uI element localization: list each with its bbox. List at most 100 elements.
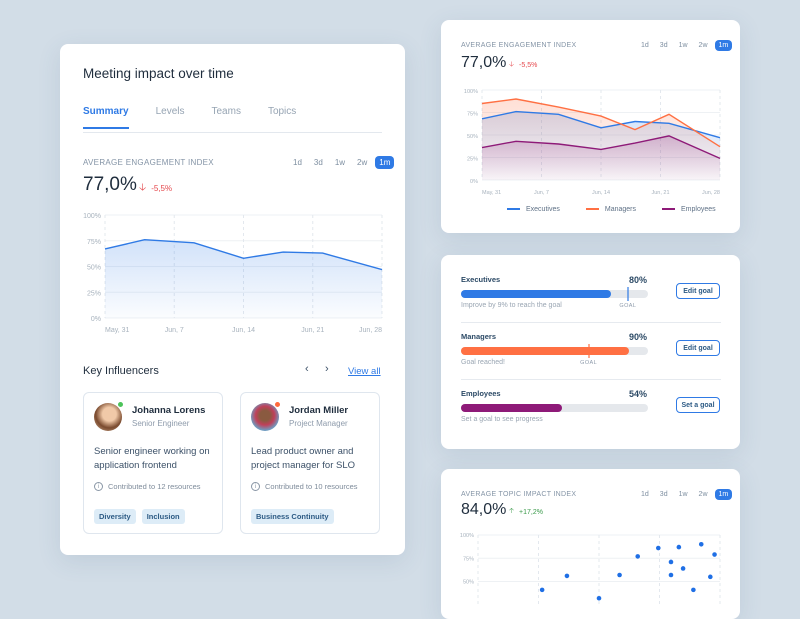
delta-value: -5,5% <box>519 62 538 69</box>
contributions-text: Contributed to 12 resources <box>108 482 201 491</box>
contributions-text: Contributed to 10 resources <box>265 482 358 491</box>
arrow-up-icon: 🡡 <box>509 508 515 515</box>
scatter-point <box>668 559 674 565</box>
engagement-chart: 0% 25% 50% 75% 100% May, 31 Jun, 7 Jun, 14 Jun, … <box>83 213 383 334</box>
range-3d[interactable]: 3d <box>659 491 668 498</box>
range-1w[interactable]: 1w <box>678 42 688 49</box>
x-tick-label: Jun, 21 <box>651 190 669 196</box>
x-tick-label: Jun, 14 <box>232 327 255 334</box>
range-2w[interactable]: 2w <box>698 491 708 498</box>
y-tick-label: 50% <box>87 265 101 272</box>
goals-card: Executives 80% GOAL Improve by 9% to rea… <box>441 255 740 449</box>
goal-row: Executives 80% GOAL Improve by 9% to rea… <box>461 275 721 332</box>
progress-track <box>461 287 648 301</box>
range-1d[interactable]: 1d <box>293 158 302 167</box>
goal-marker <box>627 287 630 301</box>
scatter-point <box>617 572 622 578</box>
range-1m[interactable]: 1m <box>714 40 733 51</box>
info-icon: i <box>251 482 260 491</box>
legend-employees[interactable]: Employees <box>662 206 716 213</box>
y-tick-label: 100% <box>83 213 101 220</box>
metric-label: AVERAGE TOPIC IMPACT INDEX <box>461 491 577 498</box>
influencer-name: Johanna Lorens <box>132 405 206 416</box>
status-dot <box>274 401 281 408</box>
metric-label: AVERAGE ENGAGEMENT INDEX <box>83 158 214 167</box>
prev-arrow-icon[interactable]: ‹ <box>305 363 309 375</box>
y-tick-label: 0% <box>91 316 101 323</box>
range-selector: 1d 3d 1w 2w 1m <box>637 40 733 51</box>
y-tick-label: 100% <box>460 533 474 539</box>
range-1m[interactable]: 1m <box>375 156 395 169</box>
influencer-card[interactable]: Jordan Miller Project Manager Lead produ… <box>240 392 380 534</box>
tab-teams[interactable]: Teams <box>211 106 241 117</box>
series-line-executives <box>481 110 721 139</box>
x-tick-label: Jun, 7 <box>534 190 549 196</box>
contributions: i Contributed to 12 resources <box>94 482 201 491</box>
tag[interactable]: Diversity <box>94 509 136 524</box>
goal-label: GOAL <box>580 360 598 366</box>
tag-list: Business Continuity <box>251 509 334 524</box>
arrow-down-icon: 🡣 <box>509 61 515 68</box>
tag[interactable]: Business Continuity <box>251 509 334 524</box>
goal-percent: 54% <box>629 389 648 399</box>
scatter-point <box>708 574 713 580</box>
range-1w[interactable]: 1w <box>678 491 688 498</box>
y-tick-label: 50% <box>467 134 478 140</box>
range-2w[interactable]: 2w <box>698 42 708 49</box>
goal-name: Managers <box>461 332 497 341</box>
range-1d[interactable]: 1d <box>641 491 649 498</box>
range-1m[interactable]: 1m <box>714 489 733 500</box>
levels-chart: 0% 25% 50% 75% 100% May, 31 Jun, 7 Jun, 14 Jun, … <box>464 89 721 196</box>
scatter-point <box>539 587 545 593</box>
progress-fill <box>461 404 562 412</box>
tag[interactable]: Inclusion <box>141 509 185 524</box>
range-1d[interactable]: 1d <box>641 42 649 49</box>
range-2w[interactable]: 2w <box>357 158 368 167</box>
legend-managers[interactable]: Managers <box>585 206 636 213</box>
range-3d[interactable]: 3d <box>659 42 668 49</box>
progress-fill <box>461 347 630 355</box>
divider <box>461 322 721 323</box>
x-tick-label: May, 31 <box>482 190 501 196</box>
avatar <box>94 403 122 431</box>
influencer-card[interactable]: Johanna Lorens Senior Engineer Senior en… <box>83 392 223 534</box>
edit-goal-button[interactable]: Edit goal <box>676 340 720 356</box>
tab-summary[interactable]: Summary <box>83 106 129 129</box>
card-title: Meeting impact over time <box>83 66 234 81</box>
x-tick-label: Jun, 14 <box>592 190 610 196</box>
progress-fill <box>461 290 611 298</box>
edit-goal-button[interactable]: Edit goal <box>676 283 720 299</box>
next-arrow-icon[interactable]: › <box>325 363 329 375</box>
goal-hint: Goal reached! <box>461 359 505 366</box>
scatter-point <box>668 572 674 578</box>
series-line-employees <box>481 135 721 160</box>
goal-label: GOAL <box>619 303 637 309</box>
x-tick-label: May, 31 <box>105 327 129 334</box>
goal-percent: 90% <box>629 332 648 342</box>
metric-value: 84,0% <box>461 501 507 518</box>
metric-value: 77,0% <box>83 174 137 195</box>
chart-legend: Executives Managers Employees <box>507 206 716 213</box>
goal-name: Employees <box>461 389 501 398</box>
y-tick-label: 75% <box>467 112 478 118</box>
series-area-employees <box>482 135 720 180</box>
range-1w[interactable]: 1w <box>334 158 346 167</box>
tab-bar: Summary Levels Teams Topics <box>83 106 296 129</box>
range-selector: 1d 3d 1w 2w 1m <box>289 156 395 169</box>
view-all-link[interactable]: View all <box>348 366 381 377</box>
goal-row: Managers 90% GOAL Goal reached! Edit goa… <box>461 332 721 389</box>
influencer-name: Jordan Miller <box>289 405 349 416</box>
contributions: i Contributed to 10 resources <box>251 482 358 491</box>
tab-topics[interactable]: Topics <box>267 106 297 117</box>
range-3d[interactable]: 3d <box>313 158 323 167</box>
y-tick-label: 0% <box>470 179 478 185</box>
scatter-point <box>698 542 704 547</box>
x-tick-label: Jun, 28 <box>702 190 720 196</box>
x-tick-label: Jun, 21 <box>301 327 324 334</box>
legend-executives[interactable]: Executives <box>507 206 560 213</box>
tab-levels[interactable]: Levels <box>155 106 185 117</box>
tab-divider <box>83 132 382 133</box>
goal-marker <box>588 344 591 358</box>
influencer-description: Lead product owner and project manager f… <box>251 446 356 471</box>
set-a-goal-button[interactable]: Set a goal <box>676 397 720 413</box>
